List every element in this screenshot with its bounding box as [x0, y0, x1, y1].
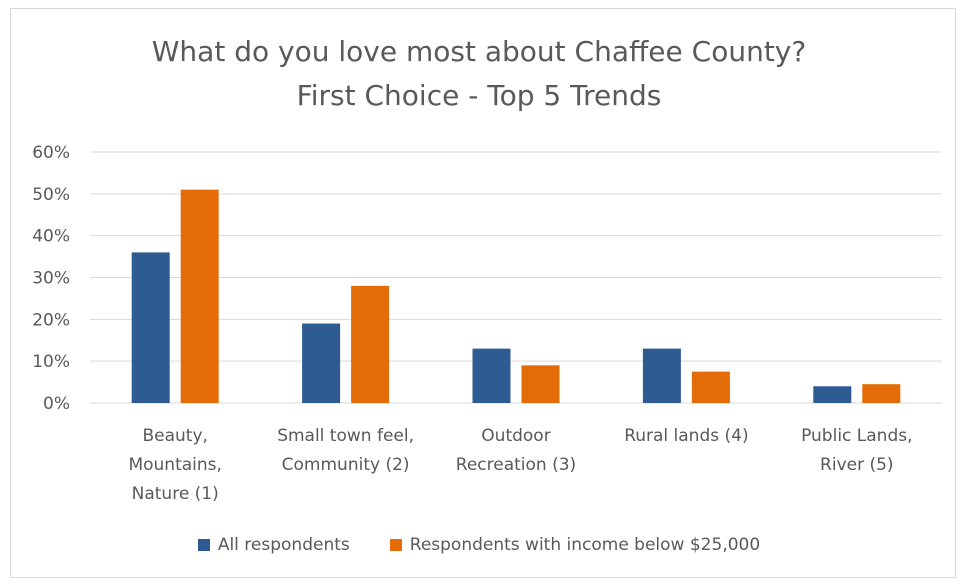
bar — [180, 189, 219, 403]
chart-subtitle: First Choice - Top 5 Trends — [296, 79, 662, 112]
bar — [813, 386, 852, 403]
x-tick-label: Community (2) — [282, 455, 410, 475]
x-tick-label: Nature (1) — [132, 484, 219, 504]
y-tick-label: 10% — [32, 352, 70, 372]
legend-label: All respondents — [217, 535, 350, 555]
y-tick-label: 40% — [32, 227, 70, 247]
bar — [642, 348, 681, 403]
bar — [351, 285, 390, 403]
x-tick-label: Rural lands (4) — [624, 426, 748, 446]
x-tick-label: Beauty, — [142, 426, 207, 446]
x-tick-label: Mountains, — [128, 455, 221, 475]
bar — [302, 323, 341, 403]
y-tick-label: 20% — [32, 310, 70, 330]
x-tick-label: Small town feel, — [277, 426, 414, 446]
y-tick-label: 30% — [32, 269, 70, 289]
y-tick-label: 50% — [32, 185, 70, 205]
legend-swatch — [389, 539, 402, 551]
chart-title: What do you love most about Chaffee Coun… — [151, 35, 807, 68]
bar — [862, 384, 901, 403]
legend-label: Respondents with income below $25,000 — [409, 535, 761, 555]
x-tick-label: Public Lands, — [801, 426, 912, 446]
bar — [131, 252, 170, 403]
x-tick-label: River (5) — [820, 455, 894, 475]
bar — [691, 371, 730, 403]
legend: All respondents Respondents with income … — [0, 535, 958, 555]
y-tick-label: 60% — [32, 143, 70, 163]
bar — [472, 348, 511, 403]
legend-swatch — [197, 539, 210, 551]
legend-item-low-income: Respondents with income below $25,000 — [389, 535, 761, 555]
x-tick-label: Outdoor — [481, 426, 550, 446]
y-tick-label: 0% — [43, 394, 70, 414]
legend-item-all: All respondents — [197, 535, 350, 555]
bar — [521, 365, 560, 403]
chart-title-block: What do you love most about Chaffee Coun… — [0, 30, 958, 118]
x-tick-label: Recreation (3) — [456, 455, 576, 475]
